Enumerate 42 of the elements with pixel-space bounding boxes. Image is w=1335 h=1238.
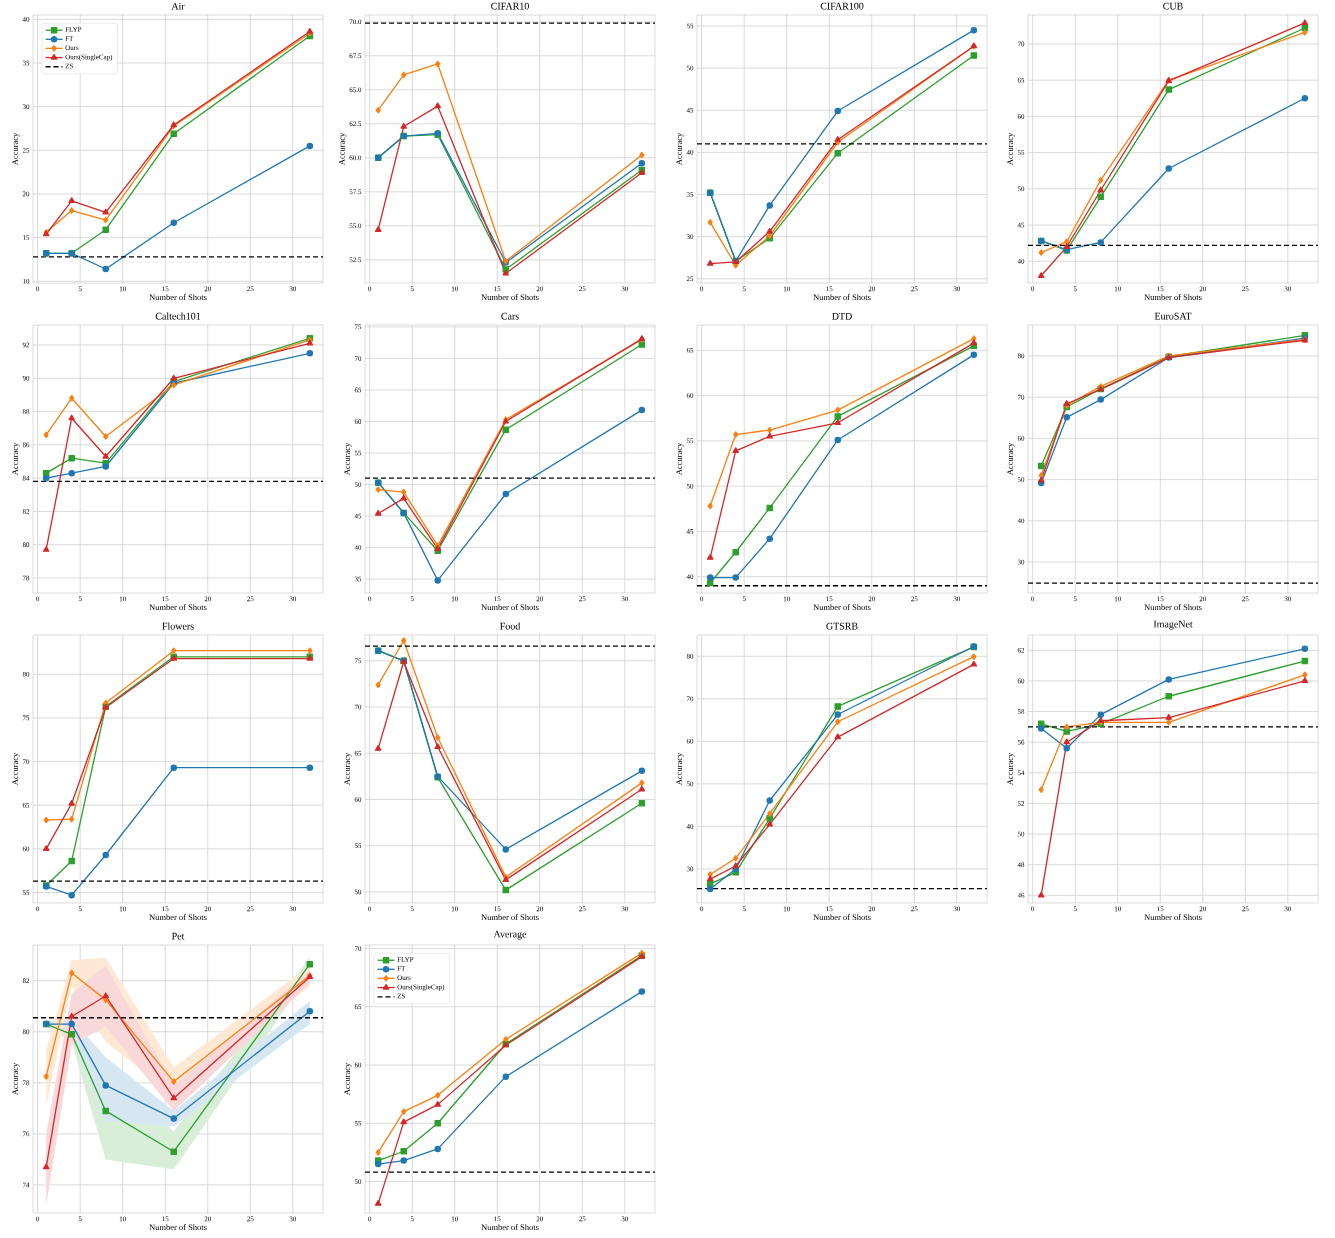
y-axis-title: Accuracy	[1007, 752, 1015, 786]
y-axis-title: Accuracy	[676, 132, 684, 166]
x-axis-title: Number of Shots	[149, 1224, 207, 1231]
x-axis-title: Number of Shots	[813, 914, 871, 921]
chart-title: Cars	[501, 312, 519, 320]
x-axis-title: Number of Shots	[481, 1224, 539, 1231]
chart-title: Air	[171, 2, 185, 10]
y-axis-title: Accuracy	[12, 752, 20, 786]
x-axis-title: Number of Shots	[481, 294, 539, 301]
chart-title: Average	[493, 930, 527, 940]
x-axis-title: Number of Shots	[149, 294, 207, 301]
y-axis-title: Accuracy	[344, 752, 352, 786]
y-axis-title: Accuracy	[676, 752, 684, 786]
chart-title: Flowers	[162, 622, 194, 630]
y-axis-title: Accuracy	[676, 442, 684, 476]
chart-title: GTSRB	[826, 622, 858, 630]
chart-title: EuroSAT	[1154, 312, 1192, 320]
chart-title: ImageNet	[1153, 620, 1193, 630]
chart-title: CIFAR10	[491, 2, 529, 10]
y-axis-title: Accuracy	[12, 132, 20, 166]
x-axis-title: Number of Shots	[481, 604, 539, 611]
x-axis-title: Number of Shots	[149, 604, 207, 611]
chart-title: Caltech101	[155, 312, 201, 320]
x-axis-title: Number of Shots	[813, 604, 871, 611]
chart-title: Pet	[171, 932, 185, 940]
x-axis-title: Number of Shots	[1144, 914, 1202, 921]
y-axis-title: Accuracy	[1007, 442, 1015, 476]
y-axis-title: Accuracy	[344, 442, 352, 476]
x-axis-title: Number of Shots	[1144, 604, 1202, 611]
chart-title: CIFAR100	[820, 2, 864, 10]
y-axis-title: Accuracy	[12, 1062, 20, 1096]
x-axis-title: Number of Shots	[149, 914, 207, 921]
y-axis-title: Accuracy	[344, 1062, 352, 1096]
chart-title: CUB	[1163, 2, 1183, 10]
y-axis-title: Accuracy	[1007, 132, 1015, 166]
x-axis-title: Number of Shots	[1144, 294, 1202, 301]
chart-title: DTD	[832, 312, 852, 320]
y-axis-title: Accuracy	[12, 442, 20, 476]
x-axis-title: Number of Shots	[813, 294, 871, 301]
chart-title: Food	[500, 622, 521, 630]
y-axis-title: Accuracy	[339, 132, 347, 166]
x-axis-title: Number of Shots	[481, 914, 539, 921]
